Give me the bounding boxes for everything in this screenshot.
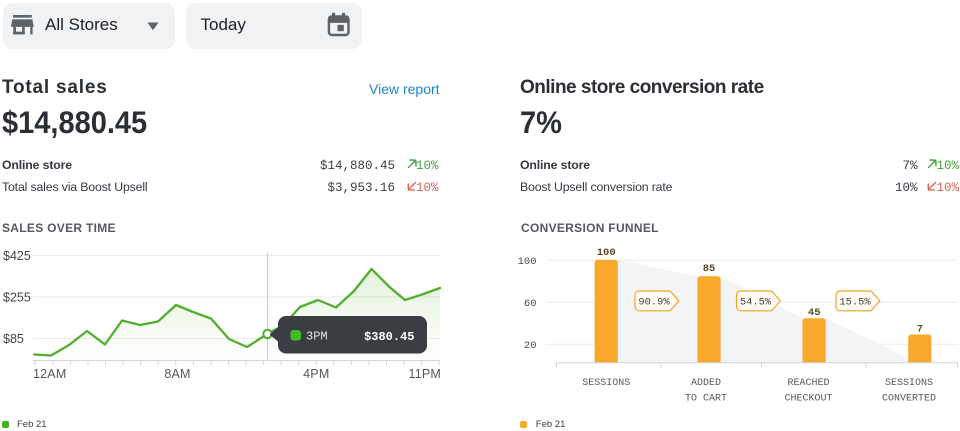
svg-text:85: 85 (703, 263, 716, 275)
svg-text:11PM: 11PM (408, 367, 441, 381)
svg-text:REACHED: REACHED (787, 378, 829, 389)
svg-text:$85: $85 (3, 332, 24, 346)
svg-text:54.5%: 54.5% (740, 297, 772, 309)
svg-text:15.5%: 15.5% (839, 297, 871, 309)
svg-text:4PM: 4PM (303, 367, 329, 381)
svg-text:7: 7 (917, 324, 923, 336)
svg-text:TO CART: TO CART (685, 393, 727, 404)
svg-text:45: 45 (808, 307, 821, 319)
svg-text:$425: $425 (3, 249, 31, 263)
svg-text:CONVERTED: CONVERTED (882, 393, 936, 404)
svg-text:ADDED: ADDED (691, 378, 721, 389)
svg-text:SESSIONS: SESSIONS (582, 378, 630, 389)
svg-text:100: 100 (597, 247, 616, 259)
svg-text:8AM: 8AM (164, 367, 190, 381)
svg-text:SESSIONS: SESSIONS (885, 378, 933, 389)
svg-text:$380.45: $380.45 (364, 330, 414, 344)
svg-text:CHECKOUT: CHECKOUT (784, 393, 832, 404)
svg-text:90.9%: 90.9% (638, 297, 670, 309)
svg-text:$255: $255 (3, 290, 31, 304)
svg-text:3PM: 3PM (306, 330, 328, 344)
svg-text:12AM: 12AM (33, 367, 66, 381)
svg-text:100: 100 (518, 256, 537, 268)
svg-text:60: 60 (524, 298, 537, 310)
svg-text:20: 20 (524, 340, 537, 352)
